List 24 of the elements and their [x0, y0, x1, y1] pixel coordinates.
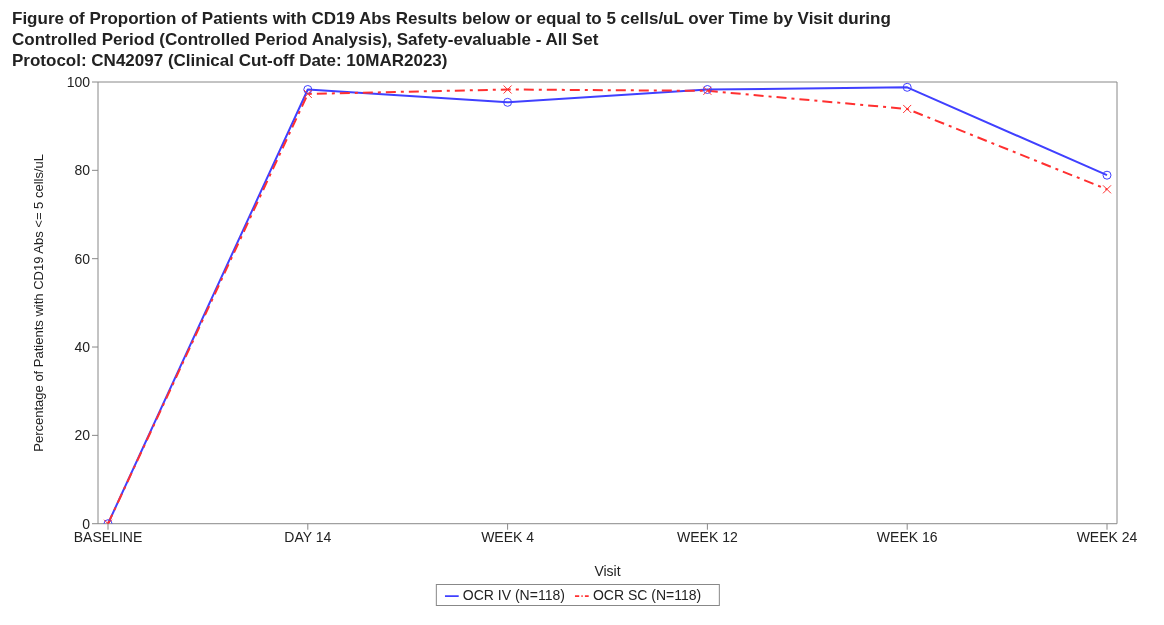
y-axis-title: Percentage of Patients with CD19 Abs <= 5 cells/uL — [30, 153, 46, 452]
x-tick-label: WEEK 16 — [876, 528, 938, 545]
legend-label: OCR IV (N=118) — [462, 586, 565, 603]
y-tick-label: 100 — [66, 73, 91, 90]
y-tick-label: 40 — [74, 338, 91, 355]
x-tick-label: DAY 14 — [284, 528, 332, 545]
point — [902, 104, 912, 114]
x-tick-label: WEEK 12 — [677, 528, 738, 545]
x-axis-title: Visit — [594, 562, 621, 579]
x-tick-label: WEEK 24 — [1076, 528, 1138, 545]
point — [902, 82, 912, 92]
y-tick-label: 80 — [74, 162, 91, 179]
point — [1102, 170, 1112, 180]
point — [303, 89, 313, 99]
chart-subtitle: Protocol: CN42097 (Clinical Cut-off Date: 10MAR2023) — [12, 50, 449, 71]
point — [503, 85, 513, 95]
y-tick-label: 20 — [74, 427, 91, 444]
legend-label: OCR SC (N=118) — [592, 586, 702, 603]
y-tick-label: 60 — [74, 250, 91, 267]
point — [1102, 184, 1112, 194]
chart-title: Figure of Proportion of Patients with CD19 Abs Results below or equal to 5 cells/uL over Time by Visit during Controlled Period (Controlled Period Analysis), Safety-evaluable - All Set — [12, 8, 892, 50]
x-tick-label: WEEK 4 — [481, 528, 535, 545]
point — [303, 85, 313, 95]
point — [503, 97, 513, 107]
